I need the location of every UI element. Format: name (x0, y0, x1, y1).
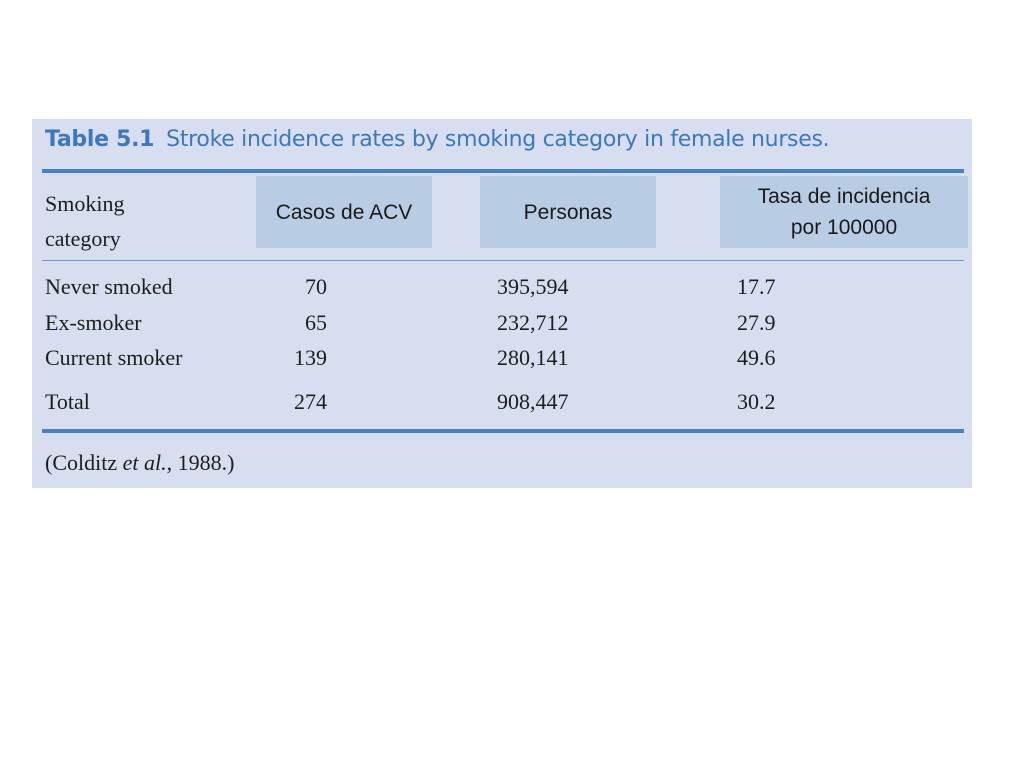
table-row: Never smoked 70 395,594 17.7 (32, 274, 972, 304)
source-italic: et al. (122, 450, 167, 475)
header-cases: Casos de ACV (256, 176, 432, 248)
total-persons: 908,447 (497, 389, 569, 414)
header-persons-label: Personas (523, 200, 613, 224)
row-cases: 70 (305, 274, 327, 299)
row-persons: 232,712 (497, 310, 569, 335)
source-suffix: , 1988.) (166, 450, 235, 475)
row-persons: 280,141 (497, 345, 569, 370)
header-smoking-category: Smoking category (45, 186, 124, 256)
total-row: Total 274 908,447 30.2 (32, 389, 972, 419)
row-persons: 395,594 (497, 274, 569, 299)
row-rate: 49.6 (737, 345, 776, 370)
row-category: Ex-smoker (45, 310, 142, 335)
top-rule (42, 169, 964, 173)
table-caption: Stroke incidence rates by smoking catego… (166, 127, 830, 152)
total-cases: 274 (294, 389, 327, 414)
row-category: Never smoked (45, 274, 173, 299)
header-rate-line1: Tasa de incidencia (757, 185, 931, 208)
header-cases-label: Casos de ACV (275, 200, 413, 224)
header-rule (42, 260, 964, 261)
row-rate: 17.7 (737, 274, 776, 299)
row-cases: 65 (305, 310, 327, 335)
table-row: Ex-smoker 65 232,712 27.9 (32, 310, 972, 340)
bottom-rule (42, 429, 964, 433)
header-rate: Tasa de incidencia por 100000 (720, 176, 968, 248)
header-category-line1: Smoking (45, 191, 125, 216)
table-number: Table 5.1 (45, 127, 155, 152)
table-source: (Colditz et al., 1988.) (45, 450, 234, 476)
row-rate: 27.9 (737, 310, 776, 335)
row-cases: 139 (294, 345, 327, 370)
header-persons: Personas (480, 176, 656, 248)
row-category: Current smoker (45, 345, 183, 370)
header-category-line2: category (45, 226, 121, 251)
table-title: Table 5.1 Stroke incidence rates by smoki… (45, 127, 830, 152)
total-category: Total (45, 389, 90, 414)
total-rate: 30.2 (737, 389, 776, 414)
source-prefix: (Colditz (45, 450, 123, 475)
header-rate-line2: por 100000 (790, 216, 898, 239)
table-row: Current smoker 139 280,141 49.6 (32, 345, 972, 375)
table-panel: Table 5.1 Stroke incidence rates by smoki… (32, 119, 972, 488)
